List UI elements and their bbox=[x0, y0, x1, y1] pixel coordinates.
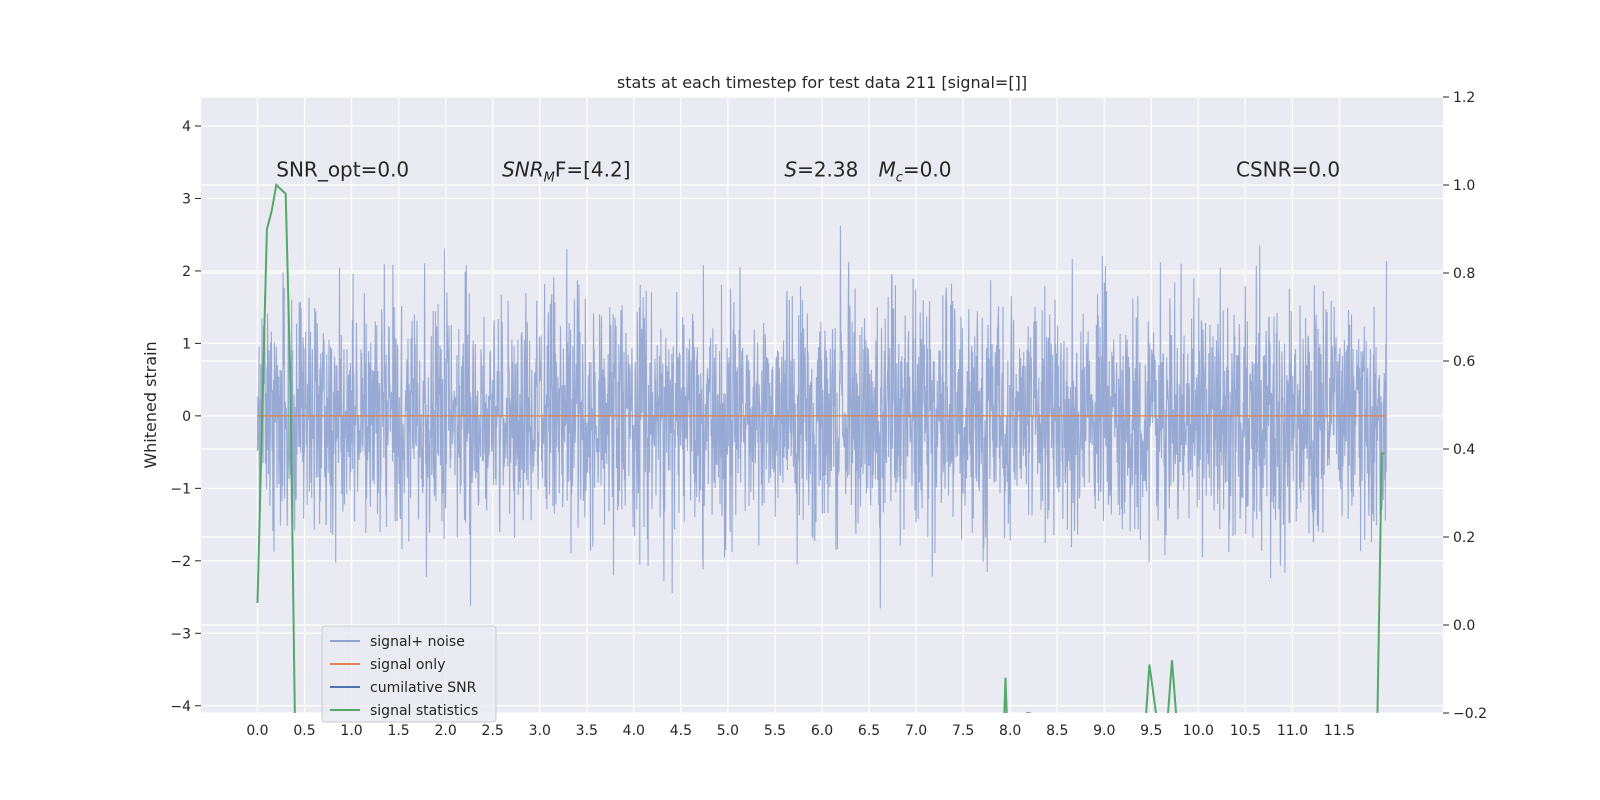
y-tick-label: 1 bbox=[182, 336, 191, 352]
y-tick-label: 3 bbox=[182, 191, 191, 207]
stat-annotation: SNR_opt=0.0 bbox=[276, 158, 409, 182]
x-tick-label: 8.0 bbox=[999, 723, 1021, 739]
x-tick-label: 11.5 bbox=[1324, 723, 1355, 739]
series-layer bbox=[256, 183, 1388, 713]
x-tick-label: 3.5 bbox=[576, 723, 598, 739]
annotations: SNR_opt=0.0 SNRMF=[4.2] S=2.38 Mc=0.0 CSNR=0… bbox=[276, 158, 1340, 186]
series-signal-statistics bbox=[256, 183, 1385, 713]
y-tick-label: 2 bbox=[182, 264, 191, 280]
x-tick-label: 4.5 bbox=[670, 723, 692, 739]
y-tick-label: 0 bbox=[182, 409, 191, 425]
x-tick-label: 7.5 bbox=[952, 723, 974, 739]
x-tick-label: 9.0 bbox=[1093, 723, 1115, 739]
x-tick-label: 8.5 bbox=[1046, 723, 1068, 739]
x-tick-label: 6.0 bbox=[811, 723, 833, 739]
y2-tick-label: 0.2 bbox=[1453, 530, 1475, 546]
y2-tick-label: 0.6 bbox=[1453, 354, 1475, 370]
y-tick-label: −1 bbox=[170, 481, 191, 497]
y2-tick-label: 1.2 bbox=[1453, 90, 1475, 106]
stat-annotation: S=2.38 bbox=[784, 158, 858, 182]
y-tick-label: −3 bbox=[170, 626, 191, 642]
x-tick-label: 3.0 bbox=[529, 723, 551, 739]
x-tick-label: 0.5 bbox=[293, 723, 315, 739]
y-tick-labels: 4 3 2 1 0 −1 −2 −3 −4 bbox=[170, 119, 201, 715]
y-axis-label: Whitened strain bbox=[141, 341, 160, 468]
x-tick-label: 7.0 bbox=[905, 723, 927, 739]
x-tick-label: 5.5 bbox=[764, 723, 786, 739]
x-tick-label: 10.0 bbox=[1183, 723, 1214, 739]
series-signal-noise bbox=[256, 225, 1388, 609]
x-tick-label: 1.0 bbox=[340, 723, 362, 739]
y-tick-label: 4 bbox=[182, 119, 191, 135]
stat-annotation: Mc=0.0 bbox=[878, 158, 951, 186]
legend: signal+ noise signal only cumilative SNR si… bbox=[321, 625, 497, 723]
y-tick-label: −4 bbox=[170, 699, 191, 715]
x-tick-label: 6.5 bbox=[858, 723, 880, 739]
y2-tick-label: 0.8 bbox=[1453, 266, 1475, 282]
y-tick-label: −2 bbox=[170, 554, 191, 570]
legend-label: signal+ noise bbox=[370, 634, 465, 650]
x-tick-label: 4.0 bbox=[623, 723, 645, 739]
legend-box bbox=[321, 625, 497, 723]
y2-tick-label: −0.2 bbox=[1453, 706, 1487, 722]
stat-annotation: CSNR=0.0 bbox=[1236, 158, 1340, 182]
x-tick-label: 2.0 bbox=[435, 723, 457, 739]
legend-label: signal only bbox=[370, 657, 445, 673]
x-tick-label: 10.5 bbox=[1230, 723, 1261, 739]
x-tick-label: 5.0 bbox=[717, 723, 739, 739]
y2-tick-labels: 1.2 1.0 0.8 0.6 0.4 0.2 0.0 −0.2 bbox=[1443, 90, 1487, 722]
y2-tick-label: 0.4 bbox=[1453, 442, 1475, 458]
x-tick-label: 1.5 bbox=[387, 723, 409, 739]
stat-annotation: SNRMF=[4.2] bbox=[502, 158, 630, 186]
x-tick-label: 9.5 bbox=[1140, 723, 1162, 739]
x-tick-label: 2.5 bbox=[482, 723, 504, 739]
x-tick-labels: 0.0 0.5 1.0 1.5 2.0 2.5 3.0 3.5 4.0 4.5 5.0 5.5 6.0 6… bbox=[246, 723, 1355, 739]
y2-tick-label: 1.0 bbox=[1453, 178, 1475, 194]
legend-label: cumilative SNR bbox=[370, 680, 477, 696]
legend-label: signal statistics bbox=[370, 703, 478, 719]
y2-tick-label: 0.0 bbox=[1453, 618, 1475, 634]
x-tick-label: 11.0 bbox=[1277, 723, 1308, 739]
chart-title: stats at each timestep for test data 211… bbox=[617, 73, 1027, 92]
x-tick-label: 0.0 bbox=[246, 723, 268, 739]
